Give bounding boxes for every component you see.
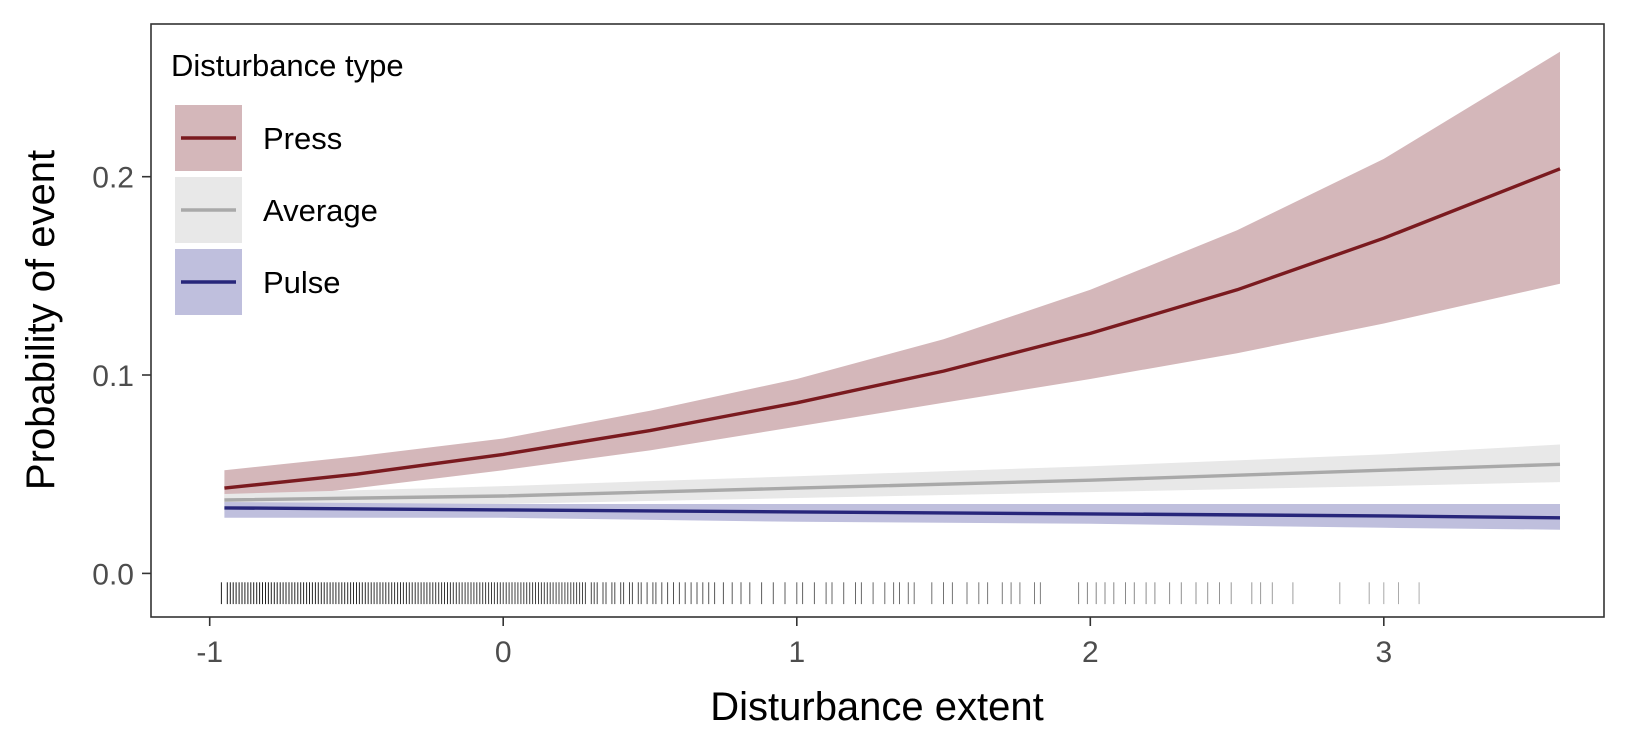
legend: Disturbance type Press Average Pulse <box>171 48 404 315</box>
ribbon-average <box>224 444 1560 508</box>
line-pulse <box>224 506 1561 520</box>
line-press <box>224 167 1561 490</box>
y-tick-label-2: 0.2 <box>92 162 134 195</box>
series-lines <box>224 167 1561 520</box>
legend-label-press: Press <box>263 121 342 156</box>
legend-item-pulse: Pulse <box>175 249 341 315</box>
x-tick-label-1: 0 <box>495 636 512 669</box>
y-axis-title: Probability of event <box>19 150 63 490</box>
plot-panel-border <box>150 23 1605 618</box>
x-tick-label-2: 1 <box>788 636 805 669</box>
x-tick-label-3: 2 <box>1082 636 1099 669</box>
y-tick-label-0: 0.0 <box>92 558 134 591</box>
legend-label-average: Average <box>263 193 378 228</box>
y-tick-label-1: 0.1 <box>92 360 134 393</box>
x-axis: -1 0 1 2 3 <box>196 617 1392 669</box>
ribbon-press <box>224 51 1560 505</box>
legend-label-pulse: Pulse <box>263 265 341 300</box>
x-tick-label-0: -1 <box>196 636 223 669</box>
legend-item-average: Average <box>175 177 378 243</box>
x-tick-label-4: 3 <box>1375 636 1392 669</box>
y-axis: 0.0 0.1 0.2 <box>92 162 151 591</box>
legend-title: Disturbance type <box>171 48 404 83</box>
legend-item-press: Press <box>175 105 342 171</box>
line-average <box>224 462 1561 502</box>
x-axis-title: Disturbance extent <box>710 685 1044 729</box>
rug-marks <box>220 582 1420 605</box>
